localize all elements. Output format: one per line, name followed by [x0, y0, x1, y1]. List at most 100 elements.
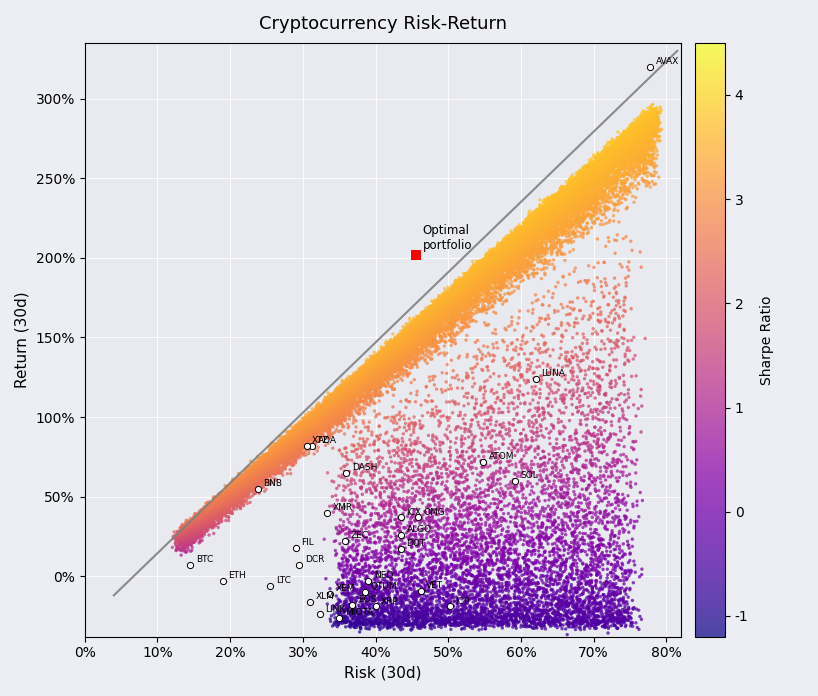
- Point: [602, 497, 615, 508]
- Point: [300, 419, 313, 430]
- Point: [317, 402, 330, 413]
- Point: [495, 249, 508, 260]
- Point: [267, 452, 281, 463]
- Point: [574, 583, 587, 594]
- Point: [284, 435, 297, 446]
- Point: [454, 450, 467, 461]
- Point: [571, 169, 584, 180]
- Point: [349, 397, 362, 409]
- Point: [542, 205, 555, 216]
- Point: [317, 409, 330, 420]
- Point: [428, 411, 441, 422]
- Point: [604, 381, 617, 393]
- Point: [451, 279, 464, 290]
- Point: [564, 246, 577, 258]
- Point: [208, 521, 221, 532]
- Point: [251, 483, 264, 494]
- Point: [348, 607, 362, 618]
- Point: [527, 557, 540, 569]
- Point: [369, 379, 382, 390]
- Point: [494, 456, 507, 467]
- Point: [410, 333, 423, 344]
- Point: [636, 118, 649, 129]
- Point: [375, 355, 388, 366]
- Point: [181, 530, 194, 541]
- Point: [199, 506, 212, 517]
- Point: [581, 501, 594, 512]
- Point: [590, 207, 603, 218]
- Point: [383, 581, 396, 592]
- Point: [305, 412, 318, 423]
- Point: [385, 359, 398, 370]
- Point: [481, 263, 494, 274]
- Point: [263, 456, 276, 467]
- Point: [641, 139, 654, 150]
- Point: [612, 143, 625, 154]
- Point: [583, 164, 596, 175]
- Point: [585, 459, 598, 470]
- Point: [247, 477, 260, 488]
- Point: [463, 526, 476, 537]
- Point: [224, 480, 237, 491]
- Point: [291, 437, 304, 448]
- Point: [446, 303, 459, 315]
- Point: [388, 349, 401, 361]
- Point: [556, 193, 569, 204]
- Point: [263, 458, 276, 469]
- Point: [502, 242, 515, 253]
- Point: [538, 617, 551, 628]
- Point: [252, 466, 265, 477]
- Point: [329, 388, 342, 400]
- Point: [211, 510, 224, 521]
- Point: [331, 400, 344, 411]
- Point: [635, 125, 648, 136]
- Point: [590, 166, 603, 177]
- Point: [489, 281, 502, 292]
- Point: [471, 599, 484, 610]
- Point: [552, 574, 565, 585]
- Point: [471, 303, 484, 315]
- Point: [219, 494, 232, 505]
- Point: [607, 175, 620, 186]
- Point: [506, 562, 519, 573]
- Point: [587, 175, 600, 187]
- Point: [617, 132, 630, 143]
- Point: [506, 232, 519, 243]
- Point: [197, 512, 210, 523]
- Point: [438, 548, 452, 559]
- Point: [285, 441, 298, 452]
- Point: [545, 224, 558, 235]
- Point: [386, 585, 399, 596]
- Point: [578, 176, 591, 187]
- Point: [353, 404, 366, 415]
- Point: [327, 391, 340, 402]
- Point: [416, 318, 429, 329]
- Point: [200, 509, 213, 520]
- Point: [484, 599, 497, 610]
- Point: [325, 402, 338, 413]
- Point: [627, 133, 640, 144]
- Point: [246, 470, 259, 481]
- Point: [220, 490, 233, 501]
- Point: [398, 603, 411, 614]
- Point: [472, 279, 485, 290]
- Point: [407, 315, 420, 326]
- Point: [601, 602, 614, 613]
- Point: [272, 441, 285, 452]
- Point: [464, 421, 477, 432]
- Point: [294, 435, 307, 446]
- Point: [587, 194, 600, 205]
- Point: [251, 464, 264, 475]
- Point: [322, 403, 335, 414]
- Point: [470, 519, 483, 530]
- Point: [227, 482, 240, 493]
- Point: [385, 349, 398, 361]
- Point: [583, 576, 596, 587]
- Point: [622, 134, 635, 145]
- Point: [201, 511, 214, 522]
- Point: [402, 620, 415, 631]
- Point: [536, 207, 549, 218]
- Point: [336, 578, 349, 589]
- Point: [213, 500, 227, 511]
- Point: [584, 164, 597, 175]
